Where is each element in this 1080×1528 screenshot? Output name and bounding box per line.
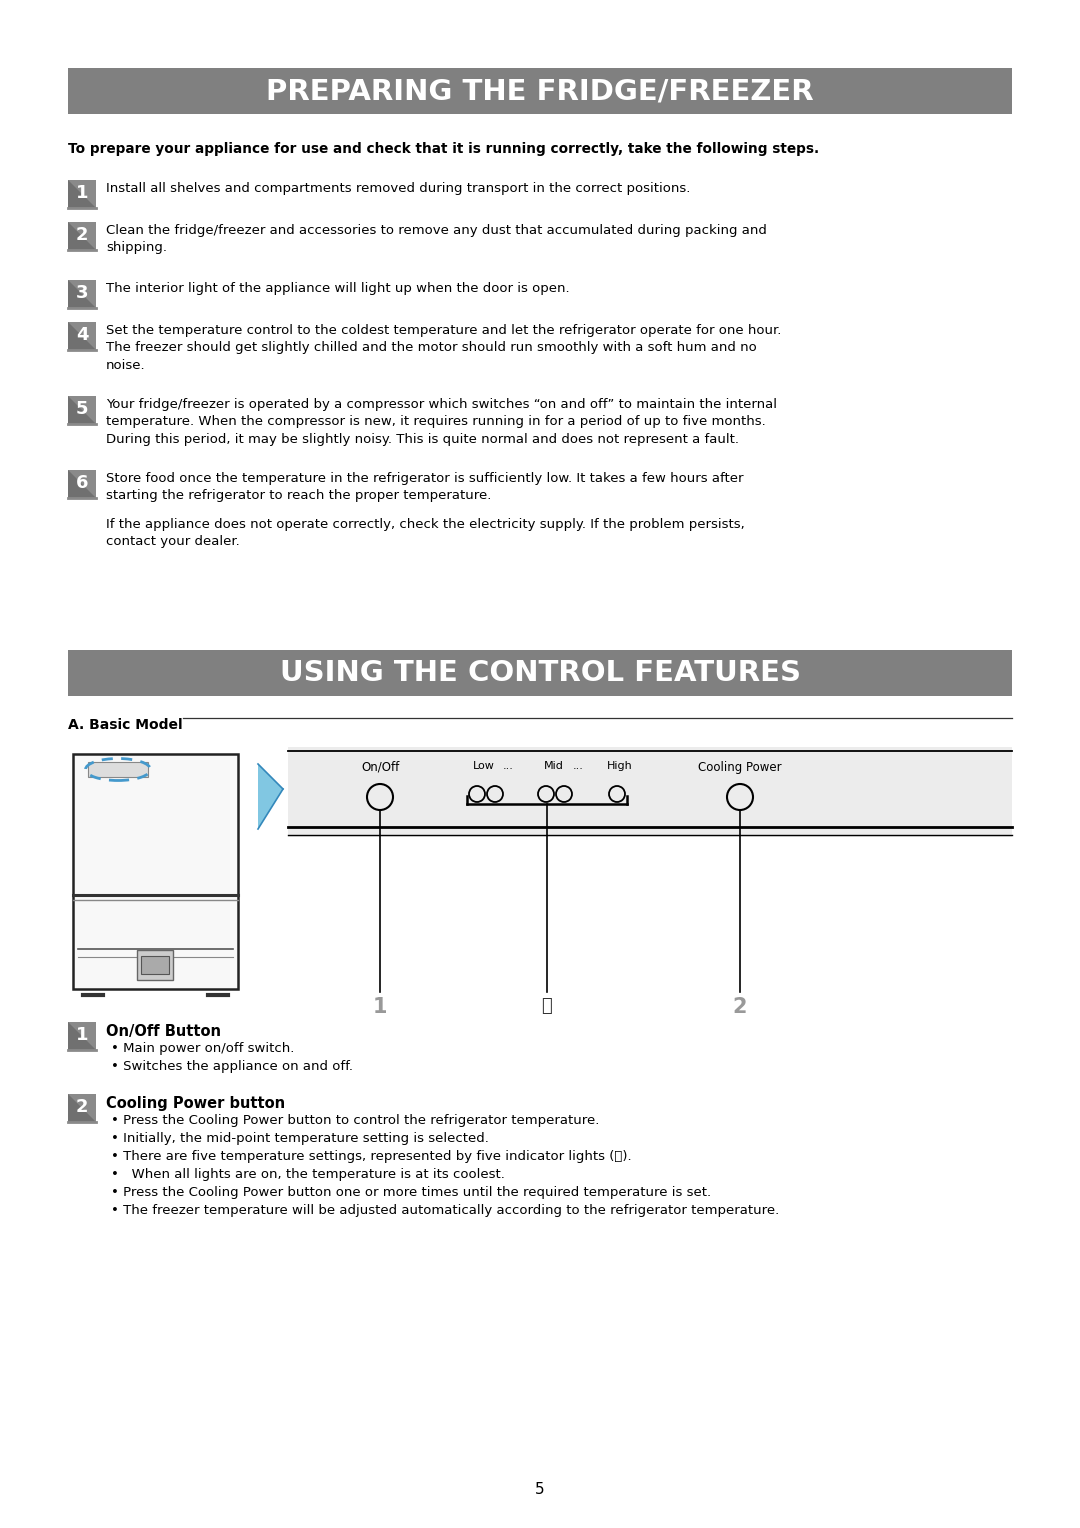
Bar — [68, 1094, 96, 1122]
Polygon shape — [258, 764, 283, 830]
Text: • Press the Cooling Power button to control the refrigerator temperature.: • Press the Cooling Power button to cont… — [111, 1114, 599, 1128]
Text: 5: 5 — [536, 1482, 544, 1497]
Bar — [68, 471, 96, 498]
Text: 2: 2 — [732, 996, 747, 1018]
Polygon shape — [68, 180, 96, 208]
Bar — [73, 753, 238, 989]
Text: • Initially, the mid-point temperature setting is selected.: • Initially, the mid-point temperature s… — [111, 1132, 489, 1144]
Bar — [68, 222, 96, 251]
Text: Mid: Mid — [544, 761, 564, 772]
Bar — [68, 322, 96, 350]
Text: USING THE CONTROL FEATURES: USING THE CONTROL FEATURES — [280, 659, 800, 688]
Text: • The freezer temperature will be adjusted automatically according to the refrig: • The freezer temperature will be adjust… — [111, 1204, 780, 1216]
Polygon shape — [68, 1094, 96, 1122]
Text: • Press the Cooling Power button one or more times until the required temperatur: • Press the Cooling Power button one or … — [111, 1186, 711, 1199]
Text: A. Basic Model: A. Basic Model — [68, 718, 183, 732]
Bar — [68, 649, 1012, 695]
Text: The interior light of the appliance will light up when the door is open.: The interior light of the appliance will… — [106, 283, 569, 295]
Text: • Switches the appliance on and off.: • Switches the appliance on and off. — [111, 1060, 353, 1073]
Text: • Main power on/off switch.: • Main power on/off switch. — [111, 1042, 295, 1054]
Text: 5: 5 — [76, 400, 89, 419]
Bar — [288, 747, 1012, 837]
Text: Cooling Power: Cooling Power — [698, 761, 782, 775]
Polygon shape — [68, 222, 96, 251]
Bar — [141, 957, 168, 973]
Text: Set the temperature control to the coldest temperature and let the refrigerator : Set the temperature control to the colde… — [106, 324, 781, 371]
Text: On/Off: On/Off — [361, 761, 400, 775]
Text: • There are five temperature settings, represented by five indicator lights (ⓘ).: • There are five temperature settings, r… — [111, 1151, 632, 1163]
Text: Your fridge/freezer is operated by a compressor which switches “on and off” to m: Your fridge/freezer is operated by a com… — [106, 397, 777, 446]
Polygon shape — [68, 280, 96, 309]
Text: 1: 1 — [373, 996, 388, 1018]
Text: ⓘ: ⓘ — [542, 996, 552, 1015]
Bar — [68, 69, 1012, 115]
Text: PREPARING THE FRIDGE/FREEZER: PREPARING THE FRIDGE/FREEZER — [266, 76, 814, 105]
Text: Install all shelves and compartments removed during transport in the correct pos: Install all shelves and compartments rem… — [106, 182, 690, 196]
Text: 2: 2 — [76, 1099, 89, 1115]
Bar — [68, 180, 96, 208]
Bar — [137, 950, 173, 979]
Text: If the appliance does not operate correctly, check the electricity supply. If th: If the appliance does not operate correc… — [106, 518, 745, 549]
Text: Store food once the temperature in the refrigerator is sufficiently low. It take: Store food once the temperature in the r… — [106, 472, 743, 503]
Text: Low: Low — [473, 761, 495, 772]
Text: On/Off Button: On/Off Button — [106, 1024, 221, 1039]
Text: To prepare your appliance for use and check that it is running correctly, take t: To prepare your appliance for use and ch… — [68, 142, 819, 156]
Polygon shape — [68, 1022, 96, 1050]
Bar — [68, 280, 96, 309]
Text: Cooling Power button: Cooling Power button — [106, 1096, 285, 1111]
Text: 1: 1 — [76, 183, 89, 202]
Text: 4: 4 — [76, 325, 89, 344]
Text: Clean the fridge/freezer and accessories to remove any dust that accumulated dur: Clean the fridge/freezer and accessories… — [106, 225, 767, 255]
Text: ...: ... — [502, 761, 513, 772]
Polygon shape — [68, 471, 96, 498]
Text: •   When all lights are on, the temperature is at its coolest.: • When all lights are on, the temperatur… — [111, 1167, 504, 1181]
Bar — [87, 762, 148, 778]
Bar — [68, 396, 96, 423]
Text: High: High — [607, 761, 633, 772]
Polygon shape — [68, 396, 96, 423]
Polygon shape — [68, 322, 96, 350]
Text: ...: ... — [572, 761, 583, 772]
Text: 6: 6 — [76, 474, 89, 492]
Text: 2: 2 — [76, 226, 89, 244]
Text: 3: 3 — [76, 284, 89, 303]
Text: 1: 1 — [76, 1025, 89, 1044]
Bar — [68, 1022, 96, 1050]
